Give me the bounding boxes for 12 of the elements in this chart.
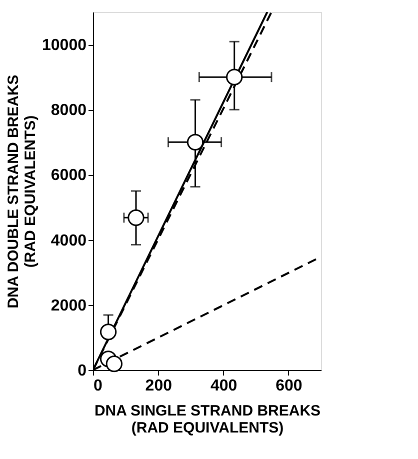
- y-axis-title: DNA DOUBLE STRAND BREAKS (RAD EQUIVALENTS): [5, 74, 40, 308]
- x-tick-label: 600: [276, 378, 302, 394]
- x-tick-label: 400: [210, 378, 238, 394]
- y-tick-label: 4000: [50, 232, 87, 250]
- y-tick-label: 6000: [50, 167, 87, 184]
- x-tick-label: 0: [94, 378, 102, 394]
- x-tick-label: 200: [145, 378, 172, 394]
- x-axis-title: DNA SINGLE STRAND BREAKS (RAD EQUIVALENTS): [94, 402, 321, 436]
- y-tick-label: 10000: [42, 37, 87, 54]
- y-tick-label: 8000: [50, 102, 87, 120]
- y-tick-label: 2000: [50, 297, 87, 314]
- y-tick-label: 0: [78, 362, 87, 380]
